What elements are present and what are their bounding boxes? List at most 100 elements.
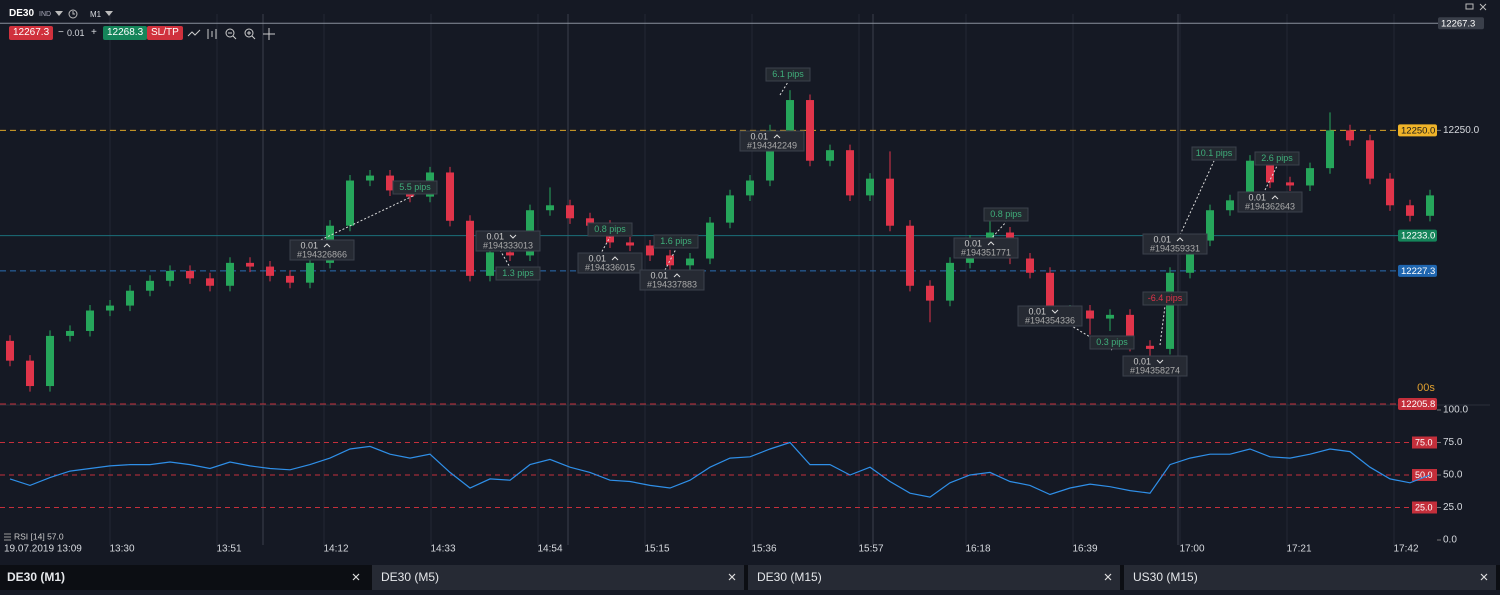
pips-box [1089,335,1135,350]
price-level-label: 12250.0 [1401,125,1435,136]
close-tab[interactable] [352,573,360,581]
trade-direction [323,243,331,248]
candle-body [726,195,734,223]
pips-box [983,207,1029,222]
trade-direction [1271,195,1279,200]
candle-body [1406,205,1414,216]
trade-pips: 1.6 pips [660,236,692,246]
volume[interactable]: 0.01 [67,28,85,38]
candle-body [746,180,754,196]
chart: 12250.0 12267.3 12250.0 12233.0 12227.3 12205… [0,0,1500,565]
rsi-line [9,441,1431,498]
trade-box [739,130,805,152]
pips-box [653,234,699,249]
trade-direction [987,241,995,246]
sltp-button[interactable]: SL/TP [147,26,183,40]
trade-volume: 0.01 [1248,192,1266,202]
time-label: 17:00 [1179,544,1204,555]
candle-body [146,280,154,291]
trade-direction [1176,237,1184,242]
clock-icon[interactable] [68,9,78,19]
candle-body [1086,310,1094,319]
trade-volume: 0.01 [650,270,668,280]
toolbar-icons[interactable] [186,27,281,41]
dropdown-icon[interactable] [105,11,113,17]
window-icons[interactable] [1464,2,1494,12]
dropdown-icon[interactable] [55,11,63,17]
candle-body [646,245,654,256]
candle-body [46,335,54,387]
close-tab[interactable] [728,573,736,581]
tab-title: DE30 (M15) [757,570,822,584]
rsi-level-box [1412,469,1437,481]
plus-button[interactable]: + [91,27,97,38]
tab[interactable]: DE30 (M15) [748,565,1120,590]
trade-ticket: #194342249 [747,140,797,150]
tab[interactable]: US30 (M15) [1124,565,1496,590]
candle-body [986,232,994,241]
candle-body [906,225,914,286]
price-level-box [1398,229,1437,242]
minus-button[interactable]: − [58,27,64,38]
time-label: 16:18 [965,544,990,555]
trade-box [1017,305,1083,327]
candle-body [1226,200,1234,211]
price-level-box [1398,264,1437,277]
candle-body [186,270,194,279]
trade-pips: 1.3 pips [502,268,534,278]
price-level-box [1398,398,1437,410]
pips-box [1254,151,1300,166]
trade-box [475,230,541,252]
trade-ticket: #194337883 [647,279,697,289]
time-label: 15:57 [858,544,883,555]
rsi-level-label: 25.0 [1415,502,1433,512]
candle-body [246,262,254,267]
candle-body [6,340,14,361]
y-tick-label: 75.0 [1443,437,1463,448]
rsi-icon [4,533,11,541]
time-label: 15:36 [751,544,776,555]
trade-volume: 0.01 [486,231,504,241]
symbol[interactable]: DE30 [9,8,35,19]
y-tick-label: 50.0 [1443,470,1463,481]
price-level-label: 12205.8 [1401,399,1435,410]
trade-ticket: #194359331 [1150,243,1200,253]
sell-price[interactable]: 12267.3 [9,26,54,40]
time-label: 14:12 [323,544,348,555]
price-pane [0,0,1500,565]
candle-body [1026,258,1034,273]
trade-ticket: #194326866 [297,249,347,259]
countdown: 00s [1417,382,1435,394]
candle-body [106,305,114,311]
candle-body [1166,272,1174,349]
price-level-box [1438,17,1484,30]
buy-price[interactable]: 12268.3 [103,26,148,40]
candle-body [546,205,554,211]
time-label: 17:21 [1286,544,1311,555]
trade-volume: 0.01 [750,131,768,141]
candle-body [926,285,934,301]
rsi-level-box [1412,501,1437,514]
close-tab[interactable] [1480,573,1488,581]
close-tab[interactable] [1104,573,1112,581]
candle-body [886,178,894,226]
trade-link [309,194,416,246]
trade-box [1237,191,1303,213]
pips-box [587,222,633,237]
price-level-label: 12233.0 [1401,231,1435,242]
trade-volume: 0.01 [1153,234,1171,244]
trade-pips: 10.1 pips [1196,148,1233,158]
trade-volume: 0.01 [1133,356,1151,366]
tab[interactable]: DE30 (M5) [372,565,744,590]
candle-body [686,258,694,266]
rsi-level-label: 75.0 [1415,437,1433,447]
trade-link [1264,165,1278,191]
candle-body [1386,178,1394,206]
price-level-label: 12227.3 [1401,266,1435,277]
pips-box [392,180,438,195]
tab[interactable]: DE30 (M1) [0,565,368,590]
candle-body [566,205,574,219]
candle-body [366,175,374,181]
timeframe[interactable]: M1 [90,10,102,19]
